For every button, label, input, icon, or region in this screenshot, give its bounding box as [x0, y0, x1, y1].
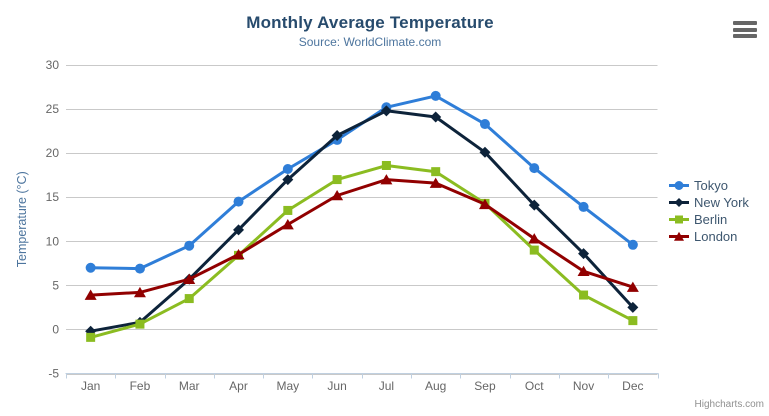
point-tokyo-oct[interactable]: [529, 163, 540, 174]
point-berlin-nov[interactable]: [579, 290, 589, 300]
point-berlin-mar[interactable]: [184, 294, 194, 304]
point-new-york-jun[interactable]: [331, 130, 343, 142]
point-london-dec[interactable]: [626, 281, 639, 292]
point-new-york-nov[interactable]: [578, 248, 590, 260]
chart-title: Monthly Average Temperature: [246, 13, 494, 32]
x-axis-label: May: [276, 379, 299, 393]
point-berlin-may[interactable]: [283, 205, 293, 215]
series-line-london[interactable]: [89, 178, 635, 297]
series-london[interactable]: [84, 174, 639, 300]
x-axis-label: Feb: [130, 379, 151, 393]
legend-marker-berlin: [669, 215, 689, 224]
legend: Tokyo New York Berlin London: [669, 177, 749, 245]
point-new-york-aug[interactable]: [430, 111, 442, 123]
y-axis-label: 20: [46, 146, 60, 160]
hamburger-menu-icon: [733, 34, 757, 38]
point-berlin-jan[interactable]: [86, 332, 96, 342]
legend-item-london[interactable]: London: [669, 228, 749, 245]
point-tokyo-aug[interactable]: [430, 90, 441, 101]
point-new-york-oct[interactable]: [528, 199, 540, 211]
y-axis-title: Temperature (°C): [15, 171, 29, 267]
point-tokyo-apr[interactable]: [233, 196, 244, 207]
series-line-new-york[interactable]: [89, 109, 635, 333]
y-axis-label: 5: [52, 278, 59, 292]
point-london-oct[interactable]: [528, 233, 541, 244]
point-berlin-jun[interactable]: [332, 175, 342, 185]
x-axis-label: Jun: [327, 379, 346, 393]
legend-label-tokyo: Tokyo: [694, 178, 728, 193]
x-axis-label: Mar: [179, 379, 200, 393]
hamburger-menu-icon: [733, 27, 757, 32]
series-new-york[interactable]: [85, 105, 639, 337]
y-axis-label: 0: [52, 322, 59, 336]
y-axis-label: 15: [46, 190, 60, 204]
point-new-york-jul[interactable]: [380, 105, 392, 117]
point-london-jan[interactable]: [84, 289, 97, 300]
point-berlin-feb[interactable]: [135, 319, 145, 329]
point-new-york-dec[interactable]: [627, 301, 639, 313]
point-tokyo-nov[interactable]: [578, 201, 589, 212]
hamburger-menu-icon: [733, 21, 757, 25]
legend-marker-tokyo: [669, 181, 689, 190]
credits-link[interactable]: Highcharts.com: [694, 399, 764, 410]
point-tokyo-jan[interactable]: [85, 262, 96, 273]
point-london-jul[interactable]: [380, 174, 393, 185]
point-tokyo-mar[interactable]: [184, 240, 195, 251]
series-line-berlin[interactable]: [89, 164, 635, 339]
point-tokyo-sep[interactable]: [479, 119, 490, 130]
legend-item-berlin[interactable]: Berlin: [669, 211, 749, 228]
x-axis-label: Dec: [622, 379, 643, 393]
series-tokyo[interactable]: [85, 90, 638, 274]
point-london-sep[interactable]: [478, 198, 491, 210]
y-axis-label: 30: [46, 58, 60, 72]
point-london-may[interactable]: [281, 219, 294, 230]
legend-marker-london: [669, 231, 689, 241]
y-axis-label: 10: [46, 234, 60, 248]
chart-subtitle: Source: WorldClimate.com: [298, 35, 442, 49]
legend-label-london: London: [694, 229, 738, 244]
point-london-feb[interactable]: [133, 286, 146, 298]
x-axis-label: Jul: [379, 379, 394, 393]
point-tokyo-dec[interactable]: [627, 239, 638, 250]
legend-marker-new-york: [669, 198, 689, 207]
x-axis-label: Sep: [474, 379, 496, 393]
x-axis-label: Apr: [229, 379, 248, 393]
point-berlin-oct[interactable]: [529, 245, 539, 255]
x-axis-label: Aug: [425, 379, 446, 393]
point-new-york-apr[interactable]: [233, 224, 245, 236]
point-new-york-sep[interactable]: [479, 146, 491, 158]
point-tokyo-feb[interactable]: [134, 263, 145, 274]
point-london-jun[interactable]: [331, 189, 344, 201]
point-london-nov[interactable]: [577, 265, 590, 277]
y-axis-label: 25: [46, 102, 60, 116]
x-axis-label: Nov: [573, 379, 594, 393]
point-berlin-dec[interactable]: [628, 316, 638, 326]
legend-item-new-york[interactable]: New York: [669, 194, 749, 211]
export-menu-button[interactable]: [733, 21, 758, 38]
point-berlin-aug[interactable]: [431, 167, 441, 177]
point-london-apr[interactable]: [232, 249, 245, 260]
x-axis-label: Oct: [525, 379, 544, 393]
point-tokyo-may[interactable]: [282, 164, 293, 175]
point-london-aug[interactable]: [429, 177, 442, 188]
x-axis-label: Jan: [81, 379, 100, 393]
point-new-york-may[interactable]: [282, 174, 294, 186]
legend-label-new-york: New York: [694, 195, 749, 210]
point-berlin-jul[interactable]: [381, 160, 391, 170]
y-axis-label: -5: [48, 367, 59, 381]
legend-item-tokyo[interactable]: Tokyo: [669, 177, 749, 194]
legend-label-berlin: Berlin: [694, 212, 728, 227]
point-london-mar[interactable]: [183, 273, 196, 284]
